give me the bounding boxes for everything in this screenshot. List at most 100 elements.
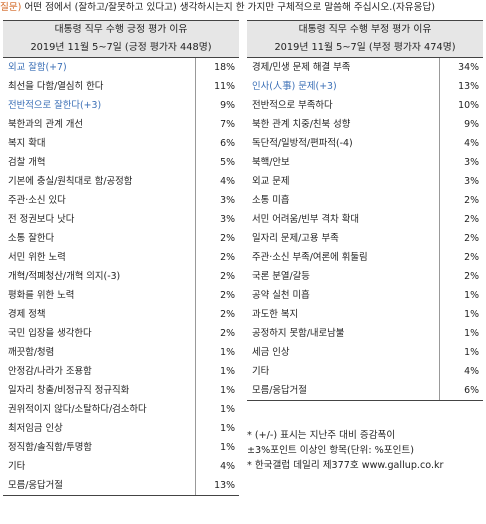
reason-label: 전반적으로 부족하다: [252, 100, 333, 111]
reason-percent: 1%: [194, 362, 239, 381]
reason-label: 평화를 위한 노력: [8, 290, 75, 301]
table-row: 일자리 문제/고용 부족 2%: [247, 229, 483, 248]
table-row: 기본에 충실/원칙대로 함/공정함 4%: [3, 172, 239, 191]
reason-percent: 3%: [194, 191, 239, 210]
positive-reasons-table: 대통령 직무 수행 긍정 평가 이유 2019년 11월 5~7일 (긍정 평가…: [3, 20, 239, 496]
table-row: 소통 미흡 2%: [247, 191, 483, 210]
reason-percent: 1%: [194, 381, 239, 400]
reason-label: 서민 위한 노력: [8, 252, 66, 263]
reason-percent: 11%: [194, 77, 239, 96]
reason-percent: 1%: [194, 419, 239, 438]
reason-label: 최선을 다함/열심히 한다: [8, 81, 104, 92]
footnote-line: * (+/-) 표시는 지난주 대비 증감폭이: [247, 430, 396, 441]
reason-label: 인사(人事) 문제(+3): [252, 81, 337, 92]
table-subtitle: 2019년 11월 5~7일 (긍정 평가자 448명): [3, 39, 239, 58]
reason-label: 기본에 충실/원칙대로 함/공정함: [8, 176, 133, 187]
reason-percent: 2%: [194, 229, 239, 248]
reason-percent: 2%: [438, 229, 483, 248]
table-row: 전반적으로 부족하다 10%: [247, 96, 483, 115]
reason-label: 복지 확대: [8, 138, 46, 149]
footnote-line: ±3%포인트 이상인 항목(단위: %포인트): [247, 445, 414, 456]
reason-label: 경제 정책: [8, 309, 46, 320]
reason-label: 권위적이지 않다/소탈하다/검소하다: [8, 404, 147, 415]
table-row: 독단적/일방적/편파적(-4) 4%: [247, 134, 483, 153]
table-row: 최저임금 인상 1%: [3, 419, 239, 438]
reason-percent: 4%: [438, 362, 483, 381]
reason-label: 모름/응답거절: [3, 476, 195, 496]
reason-percent: 10%: [438, 96, 483, 115]
table-row: 경제/민생 문제 해결 부족 34%: [247, 57, 483, 77]
reason-label: 최저임금 인상: [8, 423, 63, 434]
table-row: 안정감/나라가 조용함 1%: [3, 362, 239, 381]
table-row: 깨끗함/청렴 1%: [3, 343, 239, 362]
table-row: 서민 어려움/빈부 격차 확대 2%: [247, 210, 483, 229]
table-row: 정직함/솔직함/투명함 1%: [3, 438, 239, 457]
table-row: 외교 잘함(+7) 18%: [3, 57, 239, 77]
table-row: 전 정권보다 낫다 3%: [3, 210, 239, 229]
footnotes: * (+/-) 표시는 지난주 대비 증감폭이 ±3%포인트 이상인 항목(단위…: [247, 428, 483, 473]
reason-label: 공정하지 못함/내로남불: [252, 328, 345, 339]
reason-label: 주관·소신 부족/여론에 휘둘림: [252, 252, 368, 263]
reason-label: 세금 인상: [252, 347, 290, 358]
table-row: 서민 위한 노력 2%: [3, 248, 239, 267]
reason-percent: 1%: [438, 305, 483, 324]
reason-label: 일자리 문제/고용 부족: [252, 233, 339, 244]
reason-percent: 34%: [438, 57, 483, 77]
table-row: 공정하지 못함/내로남불 1%: [247, 324, 483, 343]
reason-label: 공약 실천 미흡: [252, 290, 310, 301]
table-row: 주관·소신 부족/여론에 휘둘림 2%: [247, 248, 483, 267]
reason-percent: 5%: [194, 153, 239, 172]
reason-percent: 2%: [438, 248, 483, 267]
reason-percent: 6%: [438, 381, 483, 401]
reason-percent: 2%: [194, 324, 239, 343]
table-row: 평화를 위한 노력 2%: [3, 286, 239, 305]
table-subtitle: 2019년 11월 5~7일 (부정 평가자 474명): [247, 39, 483, 58]
table-row: 국민 입장을 생각한다 2%: [3, 324, 239, 343]
reason-label: 경제/민생 문제 해결 부족: [252, 62, 351, 73]
reason-label: 기타: [8, 461, 26, 472]
reason-label: 소통 미흡: [252, 195, 290, 206]
table-title: 대통령 직무 수행 긍정 평가 이유: [3, 20, 239, 39]
reason-label: 전반적으로 잘한다(+3): [8, 100, 102, 111]
reason-percent: 1%: [194, 400, 239, 419]
reason-label: 주관·소신 있다: [8, 195, 66, 206]
reason-label: 기타: [252, 366, 270, 377]
survey-question: 질문) 어떤 점에서 (잘하고/잘못하고 있다고) 생각하시는지 한 가지만 구…: [0, 0, 486, 16]
reason-percent: 4%: [194, 457, 239, 476]
reason-label: 독단적/일방적/편파적(-4): [252, 138, 353, 149]
table-row: 인사(人事) 문제(+3) 13%: [247, 77, 483, 96]
table-title: 대통령 직무 수행 부정 평가 이유: [247, 20, 483, 39]
reason-percent: 6%: [194, 134, 239, 153]
question-text: 어떤 점에서 (잘하고/잘못하고 있다고) 생각하시는지 한 가지만 구체적으로…: [21, 2, 436, 13]
table-row: 공약 실천 미흡 1%: [247, 286, 483, 305]
reason-percent: 1%: [438, 324, 483, 343]
table-row: 모름/응답거절 6%: [247, 381, 483, 401]
reason-label: 소통 잘한다: [8, 233, 55, 244]
table-row: 국론 분열/갈등 2%: [247, 267, 483, 286]
table-row: 일자리 창출/비정규직 정규직화 1%: [3, 381, 239, 400]
reason-label: 안정감/나라가 조용함: [8, 366, 92, 377]
table-row: 북한과의 관계 개선 7%: [3, 115, 239, 134]
table-row: 권위적이지 않다/소탈하다/검소하다 1%: [3, 400, 239, 419]
reason-percent: 3%: [438, 172, 483, 191]
reason-percent: 9%: [438, 115, 483, 134]
reason-percent: 2%: [194, 286, 239, 305]
table-row: 북핵/안보 3%: [247, 153, 483, 172]
reason-percent: 2%: [194, 305, 239, 324]
table-row: 주관·소신 있다 3%: [3, 191, 239, 210]
reason-percent: 18%: [194, 57, 239, 77]
reason-percent: 2%: [438, 191, 483, 210]
reason-label: 북핵/안보: [252, 157, 290, 168]
reason-label: 외교 잘함(+7): [8, 62, 67, 73]
table-row: 복지 확대 6%: [3, 134, 239, 153]
reason-percent: 2%: [438, 210, 483, 229]
table-row: 경제 정책 2%: [3, 305, 239, 324]
reason-label: 개혁/적폐청산/개혁 의지(-3): [8, 271, 121, 282]
reason-label: 서민 어려움/빈부 격차 확대: [252, 214, 359, 225]
reason-label: 전 정권보다 낫다: [8, 214, 75, 225]
reason-label: 국민 입장을 생각한다: [8, 328, 92, 339]
table-row: 세금 인상 1%: [247, 343, 483, 362]
reason-percent: 3%: [438, 153, 483, 172]
reason-label: 북한과의 관계 개선: [8, 119, 83, 130]
reason-label: 깨끗함/청렴: [8, 347, 55, 358]
